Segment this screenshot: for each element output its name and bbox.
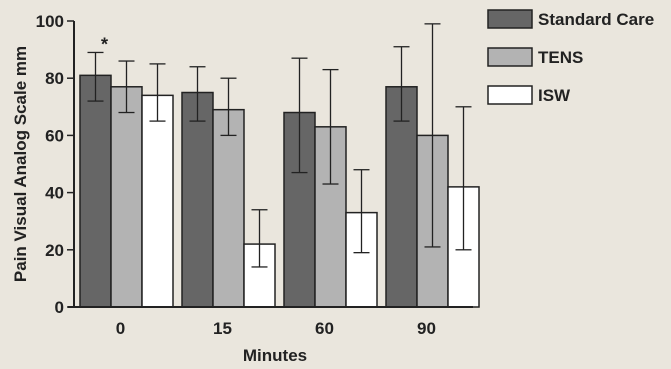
bars-layer	[79, 74, 480, 308]
y-tick-label-40: 40	[45, 184, 64, 203]
bar-isw-60	[345, 211, 378, 308]
x-axis-title: Minutes	[243, 346, 307, 365]
y-tick-label-100: 100	[36, 12, 64, 31]
legend-swatch-isw	[487, 85, 533, 105]
y-axis-title: Pain Visual Analog Scale mm	[11, 46, 30, 282]
error-bar-standard-care-90	[393, 46, 410, 122]
legend-item-standard-care: Standard Care	[487, 9, 654, 29]
bar-standard-care-0	[79, 74, 112, 308]
y-ticks-layer: 0 20 40 60 80 100	[36, 12, 74, 317]
error-bar-standard-care-15	[189, 66, 206, 122]
y-tick-label-20: 20	[45, 241, 64, 260]
y-tick-label-60: 60	[45, 126, 64, 145]
error-bar-isw-15	[251, 209, 268, 268]
error-bar-tens-60	[322, 68, 339, 185]
error-bars-layer	[87, 23, 472, 268]
y-tick-label-80: 80	[45, 69, 64, 88]
x-ticks-layer: 0 15 60 90	[116, 319, 436, 338]
x-tick-label-60: 60	[315, 319, 334, 338]
x-tick-label-0: 0	[116, 319, 125, 338]
legend-swatch-tens	[487, 47, 533, 67]
axes-layer	[68, 21, 473, 308]
x-tick-label-15: 15	[213, 319, 232, 338]
error-bar-tens-90	[424, 23, 441, 248]
error-bar-tens-0	[118, 60, 135, 114]
legend-label-isw: ISW	[538, 86, 571, 105]
legend: Standard Care TENS ISW	[487, 9, 654, 105]
significance-annotation: *	[101, 34, 108, 54]
y-tick-label-0: 0	[55, 298, 64, 317]
error-bar-isw-60	[353, 169, 370, 254]
bar-standard-care-15	[181, 91, 214, 308]
error-bar-tens-15	[220, 77, 237, 137]
bar-tens-0	[110, 86, 143, 308]
bar-isw-0	[141, 94, 174, 308]
bar-tens-15	[212, 108, 245, 308]
error-bar-standard-care-0	[87, 51, 104, 102]
legend-label-standard-care: Standard Care	[538, 10, 654, 29]
legend-item-tens: TENS	[487, 47, 583, 67]
error-bar-standard-care-60	[291, 57, 308, 174]
legend-label-tens: TENS	[538, 48, 583, 67]
legend-swatch-standard-care	[487, 9, 533, 29]
x-tick-label-90: 90	[417, 319, 436, 338]
legend-item-isw: ISW	[487, 85, 571, 105]
error-bar-isw-0	[149, 63, 166, 122]
error-bar-isw-90	[455, 106, 472, 251]
